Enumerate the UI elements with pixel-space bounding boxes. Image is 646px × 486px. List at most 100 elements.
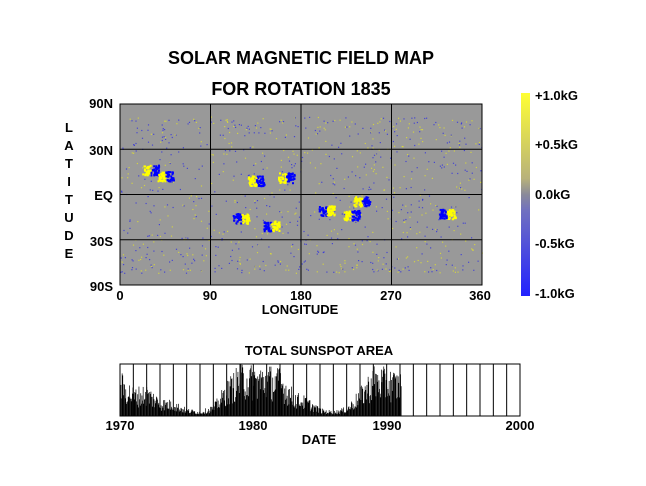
field-pixel	[419, 231, 421, 233]
field-pixel	[459, 140, 461, 142]
field-pixel	[393, 196, 395, 198]
field-pixel	[251, 246, 254, 248]
sunspot-bar	[323, 409, 325, 416]
sunspot-bar	[160, 408, 161, 416]
sunspot-bar	[219, 407, 220, 416]
field-pixel	[416, 167, 418, 169]
sunspot-bar	[322, 411, 324, 416]
field-pixel	[211, 154, 213, 156]
active-region-pixel	[269, 230, 272, 233]
sunspot-bar	[279, 368, 280, 416]
field-pixel	[200, 220, 203, 222]
field-pixel	[262, 118, 264, 120]
field-pixel	[236, 223, 238, 225]
field-pixel	[414, 144, 416, 147]
field-pixel	[218, 173, 220, 175]
y-label-letter: L	[65, 120, 73, 135]
field-pixel	[462, 265, 464, 267]
field-pixel	[370, 127, 372, 129]
field-pixel	[238, 248, 240, 250]
sunspot-bar	[273, 391, 275, 416]
field-pixel	[298, 201, 300, 203]
active-region-pixel	[350, 212, 353, 215]
field-pixel	[478, 143, 480, 145]
field-pixel	[404, 221, 406, 223]
active-region-pixel	[288, 174, 291, 177]
field-pixel	[247, 125, 249, 127]
active-region-pixel	[155, 165, 158, 168]
active-region-pixel	[358, 203, 361, 206]
field-pixel	[149, 189, 151, 191]
field-pixel	[298, 216, 301, 218]
sunspot-bar	[392, 377, 394, 416]
sunspot-bar	[139, 405, 141, 416]
field-pixel	[361, 261, 363, 263]
field-pixel	[435, 228, 437, 231]
sunspot-bar	[316, 411, 317, 416]
active-region-pixel	[165, 175, 168, 178]
field-pixel	[159, 235, 161, 238]
field-pixel	[362, 188, 364, 190]
sunspot-bar	[324, 411, 326, 416]
sunspot-bar	[303, 395, 305, 416]
field-pixel	[428, 161, 430, 163]
active-region-pixel	[319, 209, 322, 212]
field-pixel	[138, 175, 140, 177]
sunspot-bar	[241, 364, 243, 416]
sunspot-bar	[328, 413, 329, 416]
sunspot-bar	[342, 409, 344, 416]
sunspot-bar	[183, 409, 184, 416]
field-pixel	[255, 163, 257, 165]
field-pixel	[239, 259, 241, 261]
field-pixel	[373, 182, 375, 184]
field-pixel	[158, 224, 160, 226]
field-pixel	[274, 264, 276, 266]
field-pixel	[280, 211, 282, 213]
field-pixel	[357, 166, 359, 168]
field-pixel	[359, 177, 361, 179]
field-pixel	[222, 134, 224, 136]
field-pixel	[375, 161, 377, 163]
sunspot-bar	[219, 404, 221, 416]
sunspot-bar	[308, 402, 310, 416]
field-pixel	[249, 147, 251, 149]
active-region-pixel	[246, 221, 249, 224]
field-pixel	[473, 178, 475, 180]
field-pixel	[279, 121, 281, 123]
sunspot-bar	[192, 409, 193, 416]
sunspot-bar	[169, 409, 171, 416]
field-pixel	[332, 178, 334, 180]
field-pixel	[256, 207, 258, 209]
field-pixel	[477, 260, 479, 262]
field-pixel	[422, 199, 424, 201]
field-pixel	[465, 162, 467, 164]
field-pixel	[386, 133, 388, 135]
active-region-pixel	[365, 196, 368, 199]
field-pixel	[136, 162, 138, 165]
active-region-pixel	[288, 177, 291, 180]
field-pixel	[444, 134, 446, 136]
sunspot-bar	[162, 407, 164, 416]
field-pixel	[372, 170, 374, 172]
sunspot-bar	[151, 396, 153, 416]
sunspot-bar	[327, 412, 329, 416]
sunspot-bar	[294, 407, 295, 416]
field-pixel	[361, 240, 363, 242]
field-pixel	[421, 129, 424, 131]
field-pixel	[236, 201, 238, 204]
field-pixel	[210, 235, 212, 238]
sunspot-bar	[246, 378, 248, 416]
field-pixel	[329, 209, 331, 211]
field-pixel	[464, 222, 466, 224]
field-pixel	[464, 137, 466, 139]
field-pixel	[452, 162, 455, 164]
field-pixel	[223, 153, 225, 155]
field-pixel	[139, 247, 141, 249]
sunspot-bar	[339, 413, 340, 416]
field-pixel	[363, 166, 365, 168]
field-pixel	[428, 195, 431, 197]
field-pixel	[451, 172, 453, 174]
active-region-pixel	[284, 173, 287, 176]
field-pixel	[246, 127, 248, 129]
active-region-pixel	[251, 180, 253, 183]
